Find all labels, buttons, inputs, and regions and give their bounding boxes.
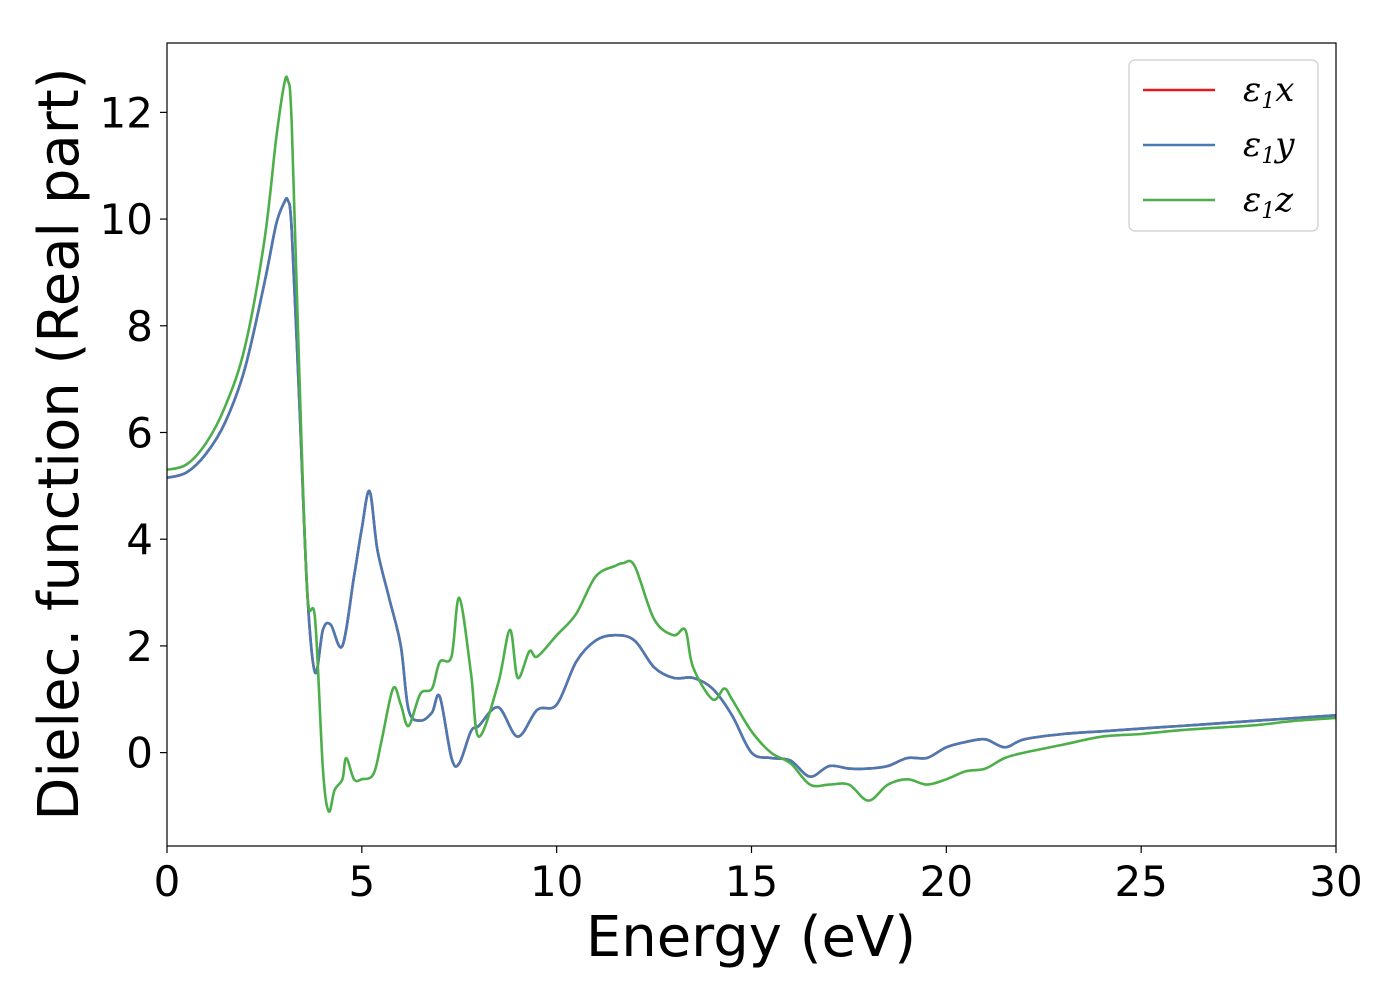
legend-label-z: ε1z [1243,180,1294,224]
legend-label-y: ε1y [1243,125,1295,169]
y-tick-label: 2 [126,622,153,671]
legend-subscript: 1 [1261,144,1275,169]
legend-symbol: ε [1243,70,1261,110]
y-axis-ticks: 0 2 4 6 8 10 12 [100,88,167,778]
x-tick-label: 15 [725,857,778,906]
series-layer [167,75,1336,813]
x-tick-label: 20 [920,857,973,906]
legend-symbol: ε [1243,180,1261,220]
x-axis-label: Energy (eV) [586,905,916,970]
y-tick-label: 8 [126,302,153,351]
legend-label-x: ε1x [1243,70,1294,114]
y-axis-label: Dielec. function (Real part) [27,67,92,820]
legend-subscript: 1 [1261,89,1275,114]
x-tick-label: 10 [530,857,583,906]
x-tick-label: 0 [154,857,181,906]
y-tick-label: 0 [126,729,153,778]
legend-variable: y [1273,125,1295,165]
y-tick-label: 10 [100,195,153,244]
y-tick-label: 4 [126,515,153,564]
x-tick-label: 5 [348,857,375,906]
legend-subscript: 1 [1261,199,1275,224]
series-line-z [167,75,1336,813]
legend-frame [1128,59,1319,232]
x-tick-label: 25 [1114,857,1167,906]
y-tick-label: 6 [126,408,153,457]
x-axis-ticks: 0 5 10 15 20 25 30 [154,846,1363,906]
legend-symbol: ε [1243,125,1261,165]
legend-variable: x [1275,70,1294,110]
legend-variable: z [1274,180,1294,220]
x-tick-label: 30 [1309,857,1362,906]
y-tick-label: 12 [100,88,153,137]
